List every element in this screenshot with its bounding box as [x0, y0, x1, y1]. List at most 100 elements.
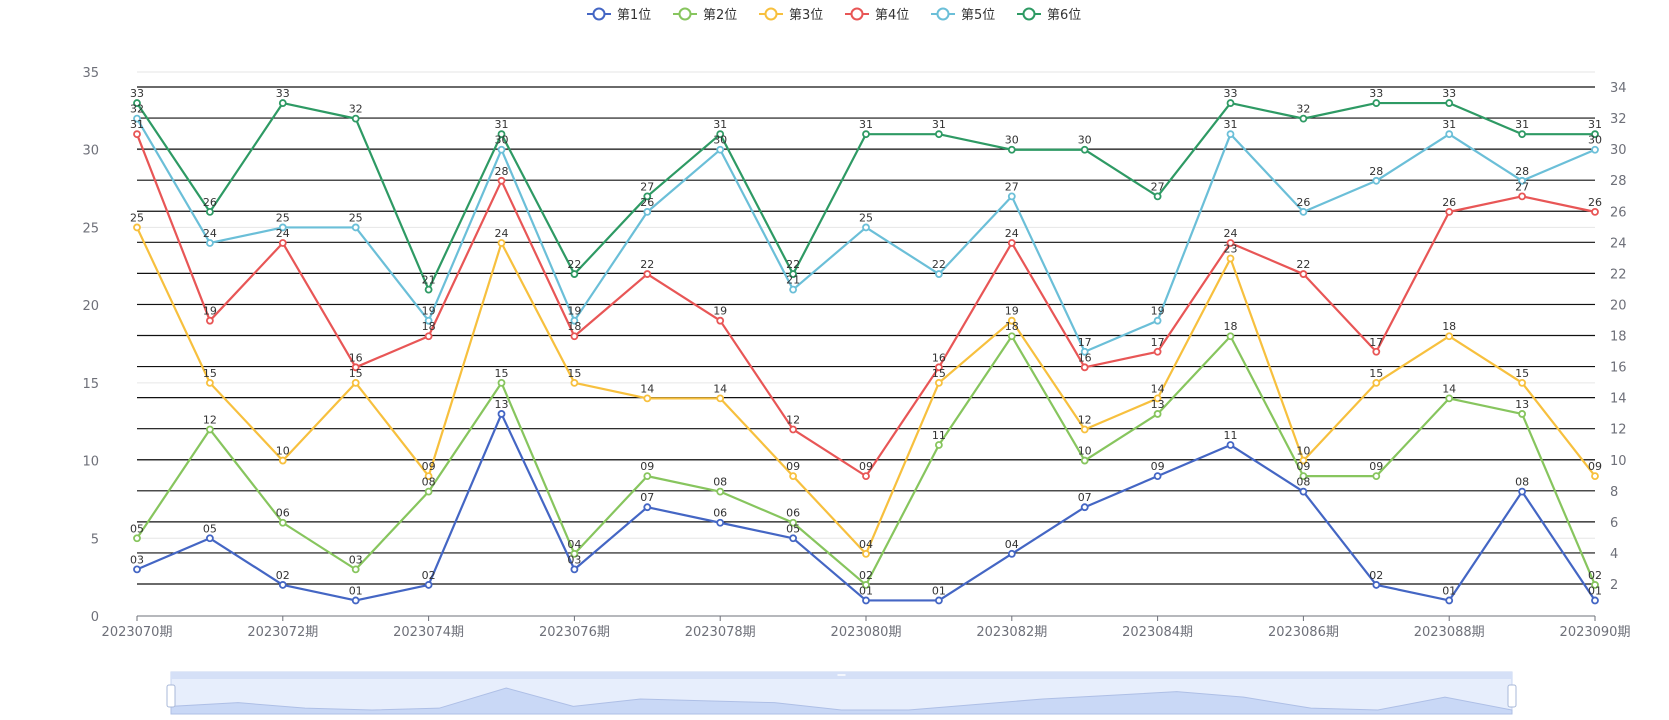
data-point[interactable] — [1372, 99, 1381, 107]
data-point[interactable] — [570, 549, 579, 558]
data-point[interactable] — [1591, 596, 1599, 605]
data-point[interactable] — [205, 378, 214, 387]
data-point[interactable] — [1153, 316, 1162, 325]
legend-item[interactable]: 第4位 — [845, 7, 909, 23]
data-point[interactable] — [1518, 410, 1526, 418]
legend[interactable]: 第1位 第2位 第3位 第4位 第5位 第6位 — [587, 7, 1081, 23]
data-point[interactable] — [424, 472, 433, 481]
data-point[interactable] — [133, 223, 141, 232]
data-point[interactable] — [1445, 99, 1454, 107]
data-point[interactable] — [133, 534, 141, 543]
data-point[interactable] — [205, 316, 214, 325]
data-point[interactable] — [935, 596, 943, 605]
data-point[interactable] — [1153, 192, 1162, 201]
data-point[interactable] — [1226, 239, 1235, 247]
data-point[interactable] — [570, 270, 579, 278]
data-point[interactable] — [351, 223, 360, 232]
data-point[interactable] — [1445, 130, 1454, 139]
data-point[interactable] — [1007, 332, 1016, 341]
data-point[interactable] — [1591, 130, 1599, 139]
data-point[interactable] — [789, 472, 797, 481]
data-point[interactable] — [1007, 549, 1016, 558]
data-point[interactable] — [1080, 363, 1089, 372]
data-point[interactable] — [1372, 472, 1381, 481]
data-point[interactable] — [862, 596, 870, 605]
data-point[interactable] — [1299, 114, 1308, 123]
data-point[interactable] — [278, 456, 287, 465]
data-point[interactable] — [1299, 487, 1308, 496]
data-point[interactable] — [278, 239, 287, 247]
data-point[interactable] — [1518, 378, 1526, 387]
data-point[interactable] — [862, 581, 870, 589]
data-point[interactable] — [1299, 207, 1308, 216]
data-point[interactable] — [424, 285, 433, 294]
data-point[interactable] — [1226, 99, 1235, 107]
legend-item[interactable]: 第2位 — [673, 7, 737, 23]
data-point[interactable] — [424, 487, 433, 496]
data-point[interactable] — [1372, 176, 1381, 185]
data-point[interactable] — [1153, 472, 1162, 481]
data-point[interactable] — [497, 145, 506, 154]
data-point[interactable] — [1153, 394, 1162, 403]
data-point[interactable] — [643, 472, 652, 481]
data-point[interactable] — [935, 270, 943, 278]
legend-item[interactable]: 第5位 — [931, 7, 995, 23]
data-point[interactable] — [205, 425, 214, 434]
slider-handle-left[interactable] — [166, 684, 176, 708]
data-point[interactable] — [1372, 347, 1381, 356]
data-point[interactable] — [278, 223, 287, 232]
data-point[interactable] — [570, 378, 579, 387]
data-point[interactable] — [205, 207, 214, 216]
data-point[interactable] — [643, 503, 652, 512]
data-point[interactable] — [570, 565, 579, 574]
data-point[interactable] — [424, 581, 433, 589]
data-point[interactable] — [1445, 207, 1454, 216]
data-point[interactable] — [205, 239, 214, 247]
data-point[interactable] — [862, 549, 870, 558]
data-point[interactable] — [1080, 425, 1089, 434]
data-point[interactable] — [497, 378, 506, 387]
legend-item[interactable]: 第1位 — [587, 7, 651, 23]
data-point[interactable] — [643, 207, 652, 216]
data-point[interactable] — [716, 518, 725, 527]
data-point[interactable] — [278, 581, 287, 589]
data-point[interactable] — [643, 394, 652, 403]
data-point[interactable] — [497, 239, 506, 247]
data-point[interactable] — [862, 472, 870, 481]
data-point[interactable] — [1226, 130, 1235, 139]
data-point[interactable] — [1591, 145, 1599, 154]
data-point[interactable] — [1518, 130, 1526, 139]
data-point[interactable] — [1518, 192, 1526, 201]
data-point[interactable] — [424, 332, 433, 341]
data-point[interactable] — [133, 114, 141, 123]
data-point[interactable] — [351, 596, 360, 605]
legend-item[interactable]: 第6位 — [1017, 7, 1081, 23]
data-point[interactable] — [643, 270, 652, 278]
data-point[interactable] — [570, 332, 579, 341]
data-point[interactable] — [1153, 347, 1162, 356]
data-point[interactable] — [278, 99, 287, 107]
data-point[interactable] — [789, 534, 797, 543]
data-point[interactable] — [133, 99, 141, 107]
data-point[interactable] — [205, 534, 214, 543]
data-point[interactable] — [1080, 503, 1089, 512]
data-point[interactable] — [789, 270, 797, 278]
data-point[interactable] — [497, 176, 506, 185]
data-point[interactable] — [351, 378, 360, 387]
data-point[interactable] — [1007, 145, 1016, 154]
data-point[interactable] — [1591, 472, 1599, 481]
data-point[interactable] — [497, 410, 506, 418]
data-point[interactable] — [278, 518, 287, 527]
data-point[interactable] — [935, 130, 943, 139]
data-point[interactable] — [570, 316, 579, 325]
data-point[interactable] — [497, 130, 506, 139]
slider-handle-right[interactable] — [1507, 684, 1517, 708]
data-point[interactable] — [133, 565, 141, 574]
data-point[interactable] — [935, 378, 943, 387]
data-point[interactable] — [935, 441, 943, 449]
data-point[interactable] — [1299, 472, 1308, 481]
data-point[interactable] — [1591, 581, 1599, 589]
data-point[interactable] — [1226, 332, 1235, 341]
data-point[interactable] — [1445, 394, 1454, 403]
data-point[interactable] — [716, 130, 725, 139]
